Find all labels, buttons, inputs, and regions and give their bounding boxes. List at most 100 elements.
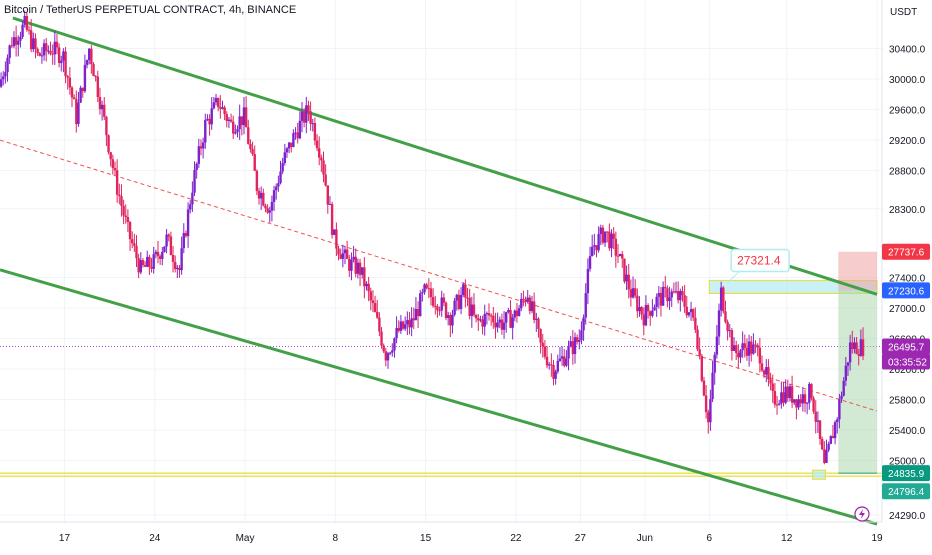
- candle-body: [547, 364, 551, 366]
- candle-body: [593, 245, 596, 247]
- candle-body: [135, 245, 138, 259]
- candle-body: [371, 300, 375, 304]
- candle-body: [788, 386, 792, 399]
- candle-body: [707, 412, 710, 423]
- candle-body: [571, 341, 575, 355]
- candle-body: [21, 24, 24, 37]
- candle-body: [83, 64, 87, 92]
- candle-body: [812, 398, 815, 412]
- candle-body: [717, 310, 721, 337]
- candle-body: [853, 342, 856, 350]
- candle-body: [414, 309, 418, 321]
- price-tag-label: 27230.6: [888, 286, 925, 297]
- candle-body: [178, 267, 181, 271]
- candle-body: [25, 15, 29, 30]
- candle-body: [704, 395, 708, 413]
- candle-body: [206, 118, 209, 121]
- candle-body: [161, 251, 164, 260]
- candle-body: [384, 351, 388, 361]
- candle-body: [618, 254, 622, 257]
- candle-body: [489, 315, 493, 317]
- candle-body: [429, 288, 433, 298]
- candle-body: [848, 342, 852, 363]
- candle-body: [844, 365, 848, 381]
- candle-body: [582, 317, 585, 331]
- candle-body: [653, 306, 656, 311]
- candle-body: [719, 287, 723, 311]
- candle-body: [103, 104, 106, 117]
- candle-body: [66, 76, 69, 78]
- candle-body: [369, 291, 372, 301]
- candle-body: [795, 399, 798, 408]
- candle-body: [324, 174, 327, 186]
- candle-body: [223, 107, 226, 115]
- candle-body: [427, 288, 431, 290]
- candle-body: [724, 311, 727, 322]
- candle-body: [120, 196, 123, 206]
- time-tick-label: 12: [781, 533, 793, 544]
- lightning-icon[interactable]: [854, 506, 870, 522]
- candle-body: [378, 317, 381, 332]
- candle-body: [782, 392, 785, 403]
- price-tag: [882, 282, 930, 299]
- time-axis[interactable]: 17 24 May 8 15 22 27 Jun 6 12 19: [0, 521, 883, 544]
- candle-body: [698, 349, 701, 356]
- time-tick-label: 19: [871, 533, 883, 544]
- candle-body: [762, 370, 766, 375]
- candle-body: [232, 121, 235, 134]
- channel-lines[interactable]: [0, 16, 878, 526]
- candle-body: [586, 268, 590, 294]
- candle-body: [629, 289, 633, 298]
- candle-body: [457, 294, 461, 309]
- candle-body: [715, 336, 719, 355]
- candle-body: [694, 317, 697, 330]
- candle-body: [436, 306, 439, 311]
- candle-body: [148, 256, 151, 267]
- candle-body: [608, 231, 611, 249]
- candle-body: [438, 310, 441, 312]
- candle-body: [395, 327, 398, 339]
- price-tick-label: 30000.0: [889, 75, 926, 86]
- price-tick-label: 25800.0: [889, 396, 926, 407]
- candle-body: [425, 284, 428, 289]
- candle-body: [431, 297, 435, 306]
- candle-body: [730, 330, 734, 351]
- candle-body: [277, 183, 280, 187]
- candle-body: [234, 132, 237, 134]
- price-annotation[interactable]: 27321.4: [726, 248, 790, 284]
- price-axis[interactable]: USDT24290.025000.025400.025800.026200.02…: [881, 0, 932, 550]
- price-tag-label: 27737.6: [888, 248, 925, 259]
- candle-body: [455, 294, 458, 301]
- candle-body: [470, 304, 474, 316]
- candle-body: [769, 379, 772, 384]
- candle-body: [535, 318, 538, 320]
- candle-body: [747, 341, 751, 356]
- candle-body: [406, 320, 409, 325]
- candle-body: [464, 284, 467, 298]
- candle-body: [64, 51, 67, 77]
- candle-body: [590, 246, 594, 257]
- candle-body: [111, 159, 115, 169]
- price-tick-label: 28800.0: [889, 167, 926, 178]
- candle-body: [552, 364, 555, 379]
- candle-body: [399, 321, 403, 331]
- candle-body: [214, 98, 218, 103]
- candle-body: [32, 38, 35, 50]
- candle-body: [296, 132, 299, 139]
- candle-body: [393, 338, 396, 351]
- price-tag: [882, 465, 930, 482]
- candle-body: [94, 76, 97, 78]
- candle-body: [156, 251, 160, 257]
- candle-body: [859, 339, 863, 356]
- candle-body: [825, 450, 828, 463]
- candle-body: [255, 170, 259, 191]
- candle-body: [57, 47, 61, 64]
- candle-body: [216, 98, 220, 108]
- candle-body: [459, 294, 463, 309]
- candle-body: [330, 204, 334, 235]
- candle-body: [122, 205, 125, 216]
- candle-body: [2, 76, 5, 80]
- candle-body: [689, 309, 693, 313]
